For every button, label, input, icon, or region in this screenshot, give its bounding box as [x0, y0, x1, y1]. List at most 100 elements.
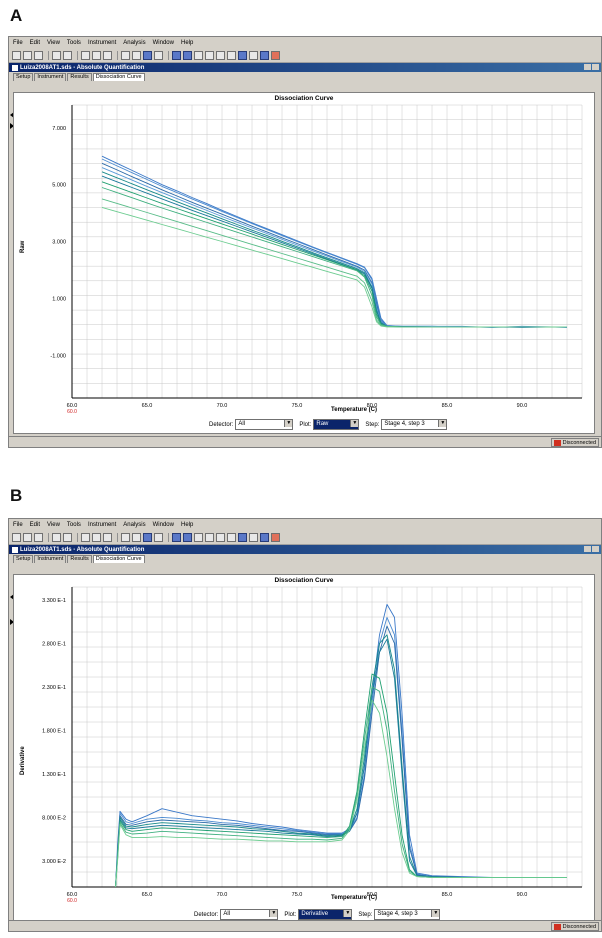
chevron-down-icon[interactable]: ▼: [269, 910, 278, 917]
restore-button[interactable]: [592, 546, 599, 552]
tab-results[interactable]: Results: [67, 73, 92, 81]
tab-dissociation-curve[interactable]: Dissociation Curve: [92, 555, 145, 563]
open-icon[interactable]: [23, 533, 32, 542]
save-icon[interactable]: [34, 51, 43, 60]
series-line: [101, 187, 567, 328]
print-icon[interactable]: [52, 533, 61, 542]
series-line: [101, 171, 567, 328]
zoom-icon[interactable]: [143, 533, 152, 542]
tab-instrument[interactable]: Instrument: [34, 73, 67, 81]
menu-instrument[interactable]: Instrument: [87, 522, 117, 528]
tab-setup[interactable]: Setup: [13, 555, 34, 563]
play-icon[interactable]: [121, 533, 130, 542]
table-view-icon[interactable]: [194, 533, 203, 542]
menu-tools[interactable]: Tools: [66, 522, 81, 528]
zoom-icon[interactable]: [143, 51, 152, 60]
settings-icon[interactable]: [260, 533, 269, 542]
chevron-down-icon[interactable]: ▼: [343, 910, 352, 917]
plate-view-icon[interactable]: [172, 533, 181, 542]
stop-icon[interactable]: [271, 51, 280, 60]
document-icon: [12, 546, 18, 553]
plot-label: Plot:: [284, 911, 297, 918]
menu-file[interactable]: File: [13, 40, 23, 46]
x-tick-label: 60.0: [67, 403, 78, 409]
binoculars-icon[interactable]: [63, 51, 72, 60]
tab-results[interactable]: Results: [67, 555, 92, 563]
settings-icon[interactable]: [260, 51, 269, 60]
stop-icon[interactable]: [271, 533, 280, 542]
detector-select[interactable]: All ▼: [235, 419, 294, 430]
report-icon[interactable]: [227, 533, 236, 542]
std-curve-icon[interactable]: [216, 51, 225, 60]
paste-icon[interactable]: [103, 533, 112, 542]
chevron-down-icon[interactable]: ▼: [350, 420, 359, 427]
new-icon[interactable]: [12, 533, 21, 542]
grid-view-icon[interactable]: [183, 51, 192, 60]
chevron-down-icon[interactable]: ▼: [431, 910, 440, 917]
menu-help[interactable]: Help: [180, 40, 194, 46]
export-icon[interactable]: [249, 51, 258, 60]
cut-icon[interactable]: [81, 533, 90, 542]
dissociation-icon[interactable]: [238, 533, 247, 542]
print-icon[interactable]: [52, 51, 61, 60]
chevron-down-icon[interactable]: ▼: [284, 420, 293, 427]
menu-edit[interactable]: Edit: [29, 40, 41, 46]
x-axis-label: Temperature (C): [331, 895, 377, 901]
tab-dissociation-curve[interactable]: Dissociation Curve: [92, 73, 145, 81]
report-icon[interactable]: [227, 51, 236, 60]
tab-instrument[interactable]: Instrument: [34, 555, 67, 563]
collapse-arrow-icon[interactable]: [10, 112, 14, 118]
expand-arrow-icon[interactable]: [10, 619, 14, 625]
menu-analysis[interactable]: Analysis: [123, 40, 146, 46]
std-curve-icon[interactable]: [216, 533, 225, 542]
menu-edit[interactable]: Edit: [29, 522, 41, 528]
menu-tools[interactable]: Tools: [66, 40, 81, 46]
detector-select[interactable]: All ▼: [220, 909, 279, 920]
expand-arrow-icon[interactable]: [10, 123, 14, 129]
amplification-plot-icon[interactable]: [205, 51, 214, 60]
binoculars-icon[interactable]: [63, 533, 72, 542]
step-select[interactable]: Stage 4, step 3 ▼: [381, 419, 448, 430]
open-icon[interactable]: [23, 51, 32, 60]
pointer-icon[interactable]: [154, 533, 163, 542]
copy-icon[interactable]: [92, 51, 101, 60]
table-view-icon[interactable]: [194, 51, 203, 60]
y-tick-label: -1.000: [50, 353, 66, 359]
chevron-down-icon[interactable]: ▼: [438, 420, 447, 427]
plot-select[interactable]: Raw ▼: [313, 419, 360, 430]
play-icon[interactable]: [121, 51, 130, 60]
minimize-button[interactable]: [584, 64, 591, 70]
export-icon[interactable]: [249, 533, 258, 542]
tab-setup[interactable]: Setup: [13, 73, 34, 81]
menu-instrument[interactable]: Instrument: [87, 40, 117, 46]
series-line: [101, 206, 567, 328]
paste-icon[interactable]: [103, 51, 112, 60]
plate-view-icon[interactable]: [172, 51, 181, 60]
dissociation-icon[interactable]: [238, 51, 247, 60]
step-select[interactable]: Stage 4, step 3 ▼: [374, 909, 441, 920]
menu-analysis[interactable]: Analysis: [123, 522, 146, 528]
menu-window[interactable]: Window: [152, 522, 174, 528]
restore-button[interactable]: [592, 64, 599, 70]
menu-file[interactable]: File: [13, 522, 23, 528]
menu-view[interactable]: View: [47, 40, 60, 46]
copy-icon[interactable]: [92, 533, 101, 542]
series-line: [115, 625, 567, 888]
cut-icon[interactable]: [81, 51, 90, 60]
menu-view[interactable]: View: [47, 522, 60, 528]
menu-window[interactable]: Window: [152, 40, 174, 46]
grid-view-icon[interactable]: [183, 533, 192, 542]
step-icon[interactable]: [132, 51, 141, 60]
new-icon[interactable]: [12, 51, 21, 60]
step-icon[interactable]: [132, 533, 141, 542]
menu-help[interactable]: Help: [180, 522, 194, 528]
plot-select[interactable]: Derivative ▼: [298, 909, 353, 920]
x-tick-label: 90.0: [517, 403, 528, 409]
series-line: [115, 673, 567, 888]
collapse-arrow-icon[interactable]: [10, 594, 14, 600]
minimize-button[interactable]: [584, 546, 591, 552]
x-axis-label: Temperature (C): [331, 407, 377, 413]
pointer-icon[interactable]: [154, 51, 163, 60]
save-icon[interactable]: [34, 533, 43, 542]
amplification-plot-icon[interactable]: [205, 533, 214, 542]
